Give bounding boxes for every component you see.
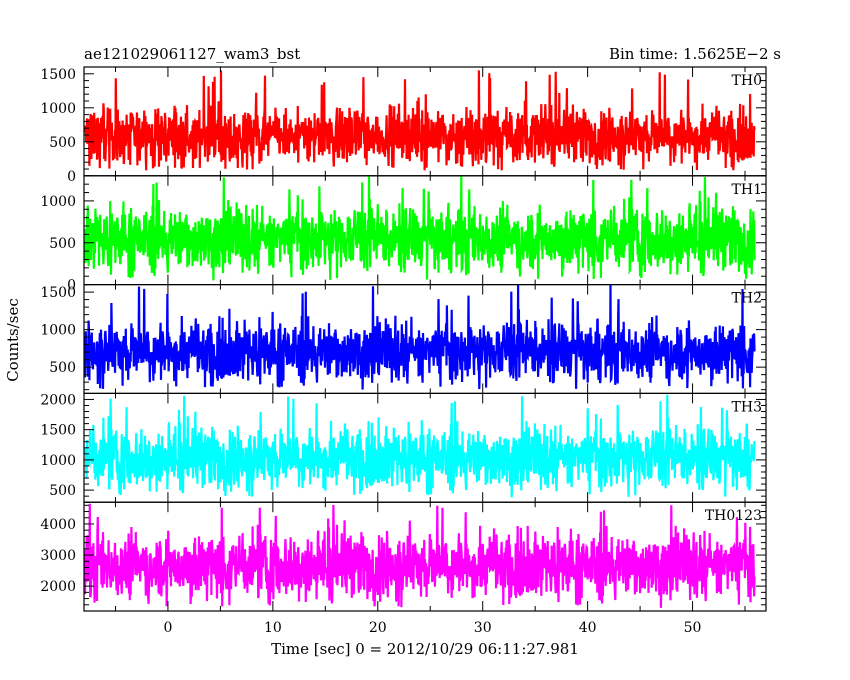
panel-label-th1: TH1 bbox=[732, 182, 762, 198]
y-tick-label-th0123: 4000 bbox=[40, 517, 76, 533]
x-tick-label: 30 bbox=[474, 620, 492, 636]
x-tick-label: 10 bbox=[264, 620, 282, 636]
y-axis-label: Counts/sec bbox=[4, 298, 22, 382]
y-tick-label-th1: 0 bbox=[67, 278, 76, 294]
series-line-th1 bbox=[83, 175, 756, 281]
chart-title: ae121029061127_wam3_bst bbox=[84, 45, 300, 63]
panel-frame-th0123 bbox=[83, 501, 767, 612]
y-tick-label-th3: 500 bbox=[49, 483, 76, 499]
y-tick-label-th0: 500 bbox=[49, 135, 76, 151]
panel-label-th0123: TH0123 bbox=[705, 508, 762, 524]
x-tick-label: 50 bbox=[684, 620, 702, 636]
x-axis-label: Time [sec] 0 = 2012/10/29 06:11:27.981 bbox=[271, 640, 579, 658]
bin-time-label: Bin time: 1.5625E−2 s bbox=[609, 45, 781, 63]
series-line-th0 bbox=[83, 70, 756, 171]
y-tick-label-th1: 1000 bbox=[40, 194, 76, 210]
y-tick-label-th0123: 2000 bbox=[40, 579, 76, 595]
y-tick-label-th3: 1500 bbox=[40, 423, 76, 439]
y-tick-label-th0123: 3000 bbox=[40, 548, 76, 564]
series-line-th3 bbox=[83, 394, 756, 498]
x-tick-label: 0 bbox=[163, 620, 172, 636]
panel-label-th0: TH0 bbox=[732, 73, 762, 89]
y-tick-label-th3: 1000 bbox=[40, 453, 76, 469]
x-tick-label: 40 bbox=[579, 620, 597, 636]
y-tick-label-th1: 500 bbox=[49, 236, 76, 252]
series-line-th0123 bbox=[83, 503, 756, 608]
panel-label-th2: TH2 bbox=[732, 291, 762, 307]
y-tick-label-th3: 2000 bbox=[40, 392, 76, 408]
panel-label-th3: TH3 bbox=[732, 399, 762, 415]
y-tick-label-th0: 1000 bbox=[40, 101, 76, 117]
series-line-th2 bbox=[83, 284, 756, 390]
y-tick-label-th0: 0 bbox=[67, 169, 76, 185]
y-tick-label-th2: 500 bbox=[49, 360, 76, 376]
y-tick-label-th0: 1500 bbox=[40, 67, 76, 83]
y-tick-label-th2: 1500 bbox=[40, 285, 76, 301]
x-tick-label: 20 bbox=[369, 620, 387, 636]
y-tick-label-th2: 1000 bbox=[40, 323, 76, 339]
